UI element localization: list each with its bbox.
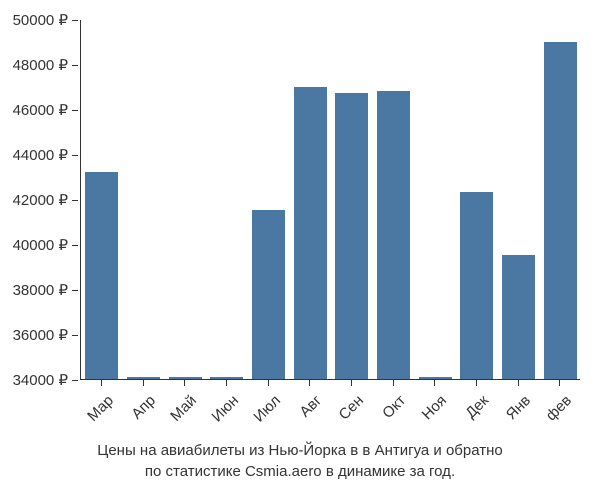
bar bbox=[210, 377, 243, 379]
y-tick bbox=[72, 200, 78, 201]
bar bbox=[127, 377, 160, 379]
bar bbox=[85, 172, 118, 379]
y-axis-label: 48000 ₽ bbox=[13, 56, 68, 74]
y-axis-label: 46000 ₽ bbox=[13, 101, 68, 119]
bars-group bbox=[81, 19, 581, 379]
y-tick bbox=[72, 290, 78, 291]
x-axis-label: фев bbox=[543, 392, 575, 424]
x-tick bbox=[351, 380, 352, 386]
bar bbox=[460, 192, 493, 379]
y-tick bbox=[72, 110, 78, 111]
x-axis-label: Окт bbox=[379, 392, 409, 422]
y-axis-label: 36000 ₽ bbox=[13, 326, 68, 344]
x-axis-label: Янв bbox=[502, 392, 533, 423]
y-tick bbox=[72, 335, 78, 336]
x-axis-label: Авг bbox=[297, 392, 326, 421]
x-tick bbox=[393, 380, 394, 386]
x-tick bbox=[268, 380, 269, 386]
bar bbox=[377, 91, 410, 379]
bar bbox=[294, 87, 327, 380]
bar bbox=[419, 377, 452, 379]
x-tick bbox=[559, 380, 560, 386]
caption-line-2: по статистике Csmia.aero в динамике за г… bbox=[145, 463, 455, 480]
bar bbox=[335, 93, 368, 379]
bar bbox=[169, 377, 202, 379]
y-tick bbox=[72, 380, 78, 381]
bar bbox=[544, 42, 577, 380]
y-tick bbox=[72, 155, 78, 156]
x-tick bbox=[309, 380, 310, 386]
x-axis-label: Апр bbox=[128, 392, 159, 423]
x-tick bbox=[143, 380, 144, 386]
price-chart: 34000 ₽36000 ₽38000 ₽40000 ₽42000 ₽44000… bbox=[80, 20, 580, 380]
plot-area bbox=[80, 20, 580, 380]
x-tick bbox=[101, 380, 102, 386]
bar bbox=[252, 210, 285, 379]
caption-line-1: Цены на авиабилеты из Нью-Йорка в в Анти… bbox=[97, 442, 503, 459]
y-axis-label: 42000 ₽ bbox=[13, 191, 68, 209]
x-tick bbox=[226, 380, 227, 386]
bar bbox=[502, 255, 535, 379]
x-axis-label: Июн bbox=[208, 392, 241, 425]
y-axis-label: 40000 ₽ bbox=[13, 236, 68, 254]
y-tick bbox=[72, 65, 78, 66]
y-tick bbox=[72, 20, 78, 21]
x-axis-label: Сен bbox=[335, 392, 366, 423]
x-tick bbox=[184, 380, 185, 386]
x-axis-label: Ноя bbox=[419, 392, 450, 423]
x-axis-label: Май bbox=[167, 392, 200, 425]
y-axis-label: 38000 ₽ bbox=[13, 281, 68, 299]
y-axis-label: 50000 ₽ bbox=[13, 11, 68, 29]
x-axis-label: Мар bbox=[84, 392, 117, 425]
x-tick bbox=[434, 380, 435, 386]
y-axis-label: 34000 ₽ bbox=[13, 371, 68, 389]
x-tick bbox=[518, 380, 519, 386]
x-axis-label: Июл bbox=[250, 392, 284, 426]
chart-caption: Цены на авиабилеты из Нью-Йорка в в Анти… bbox=[0, 440, 600, 482]
y-tick bbox=[72, 245, 78, 246]
x-tick bbox=[476, 380, 477, 386]
x-axis-label: Дек bbox=[462, 392, 492, 422]
y-axis-label: 44000 ₽ bbox=[13, 146, 68, 164]
